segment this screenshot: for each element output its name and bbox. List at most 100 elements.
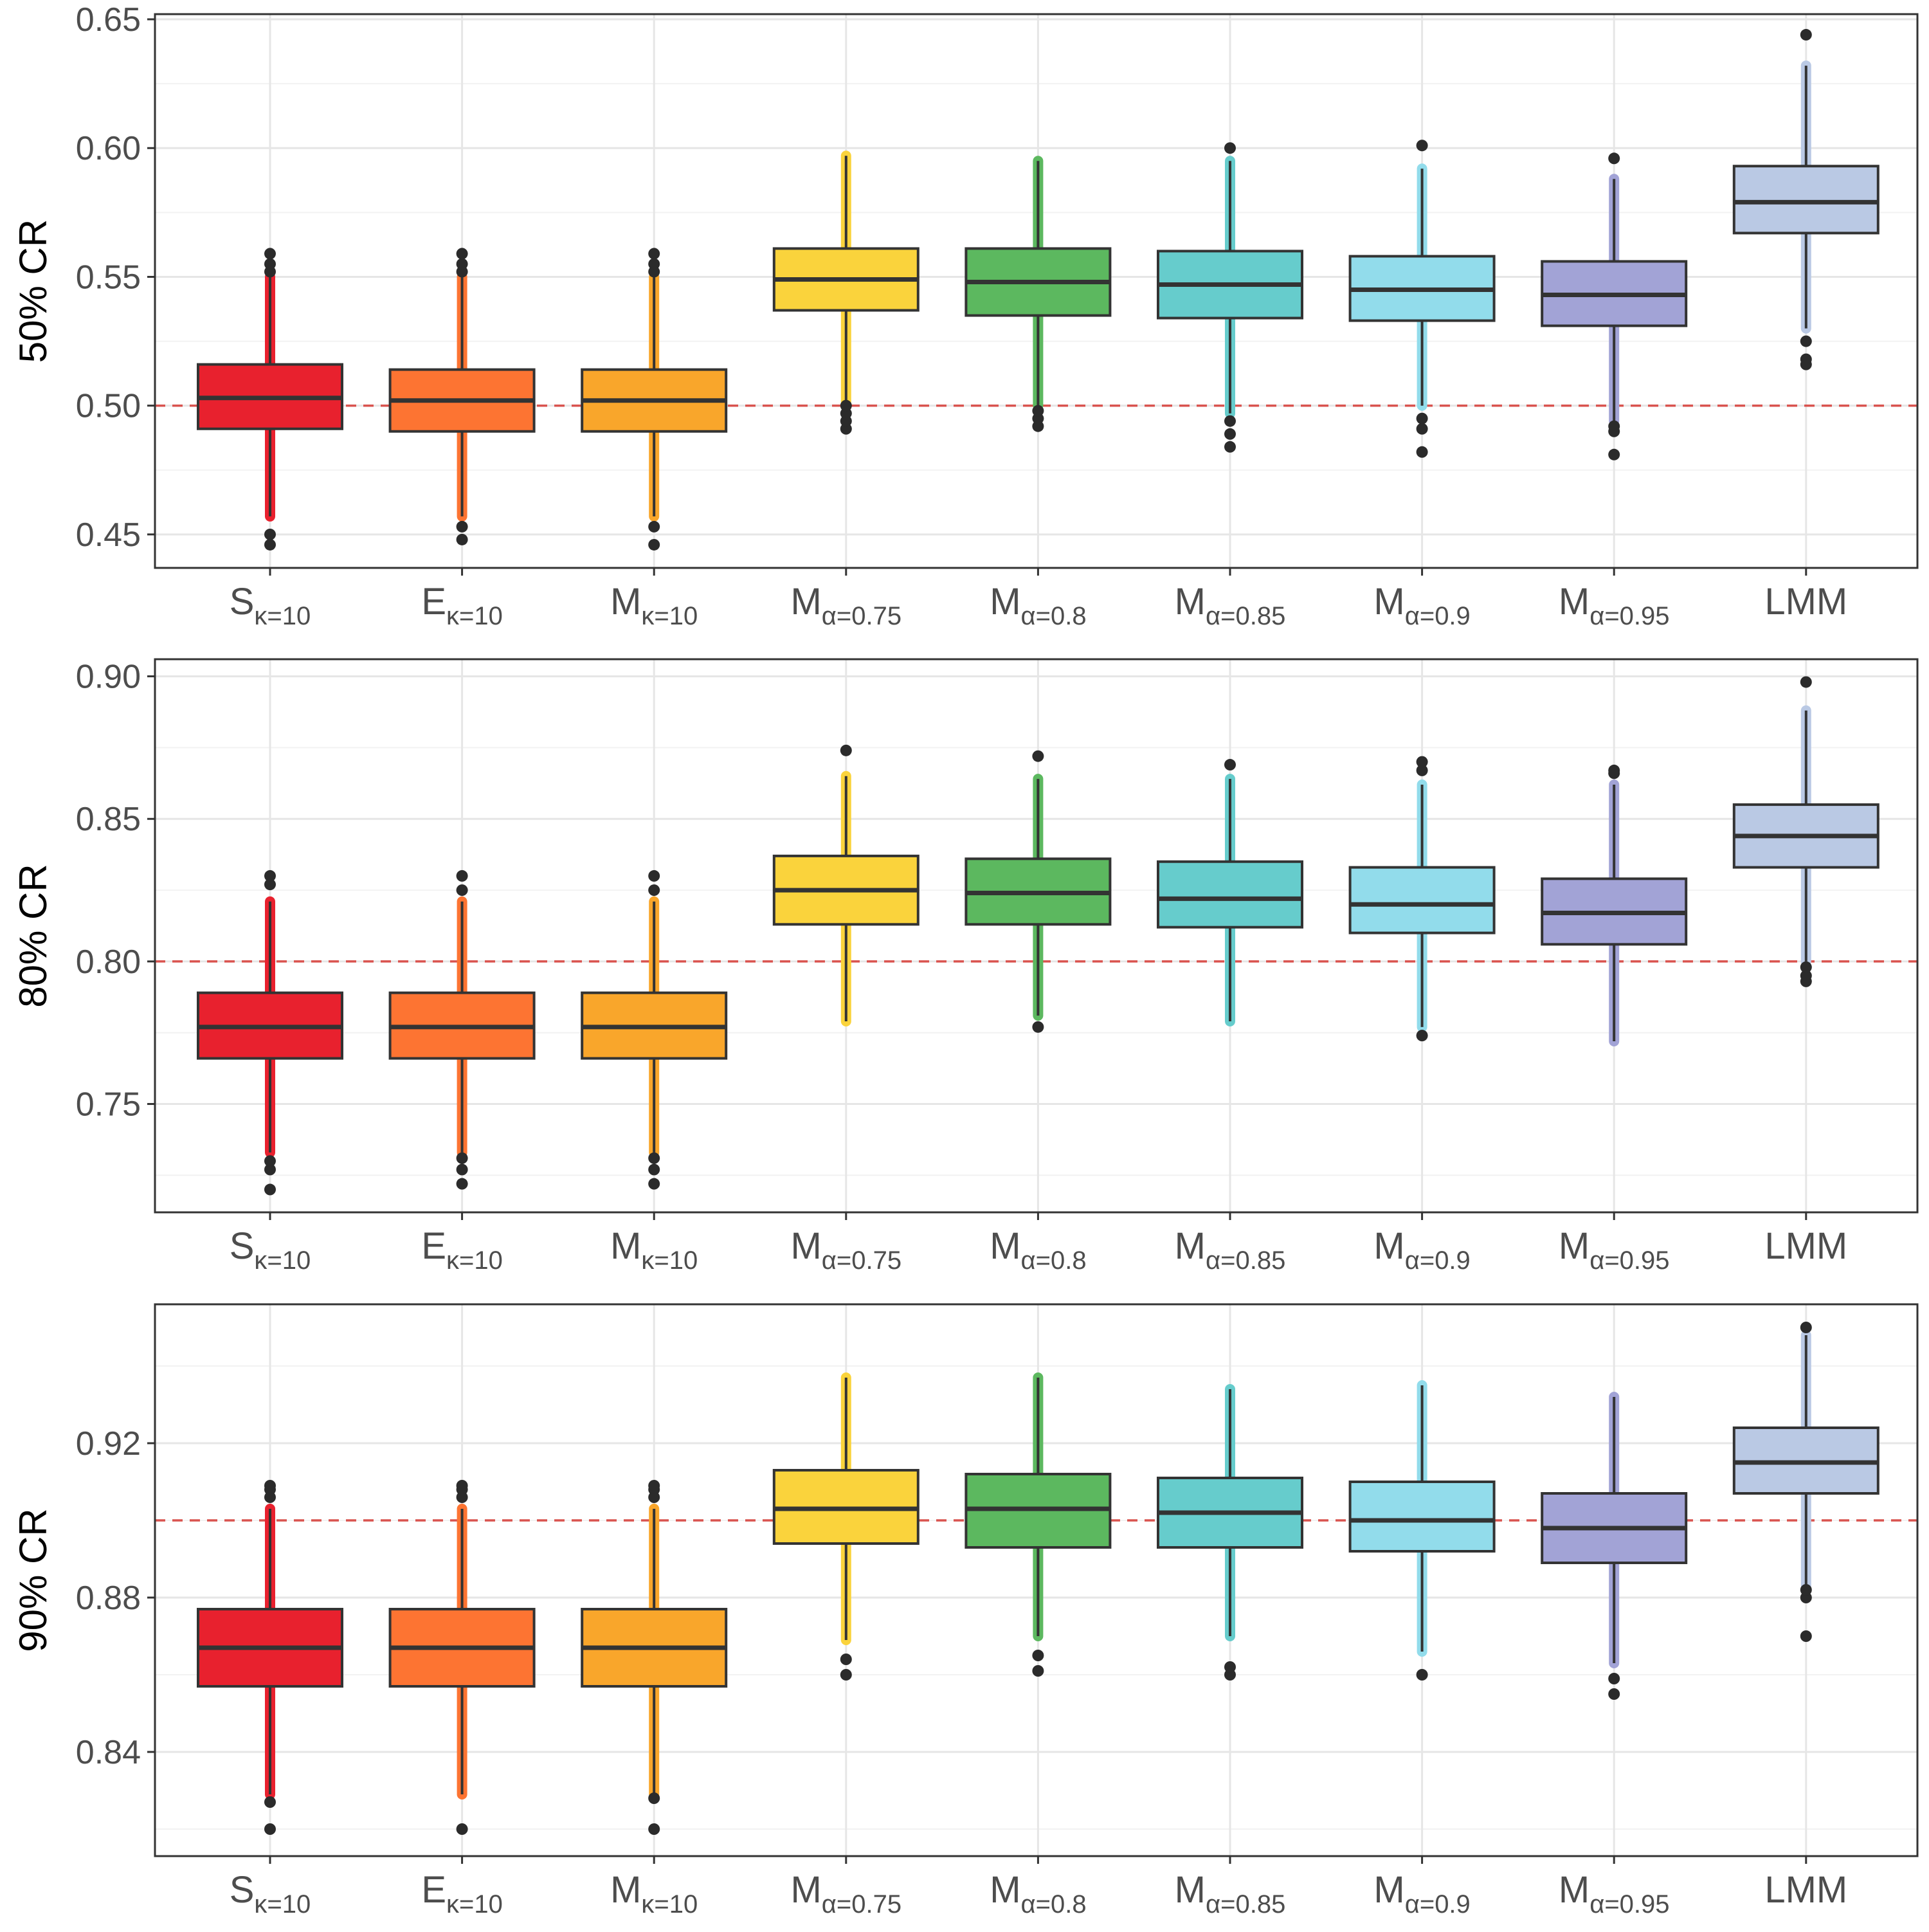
outlier-point bbox=[264, 879, 276, 891]
box-9 bbox=[1732, 29, 1879, 370]
box-4 bbox=[772, 1372, 919, 1681]
outlier-point bbox=[648, 1163, 660, 1176]
outlier-point bbox=[456, 870, 468, 882]
outlier-point bbox=[1416, 423, 1428, 435]
outlier-point bbox=[1800, 335, 1812, 347]
x-tick-label-base: LMM bbox=[1764, 1225, 1847, 1267]
x-tick-label-subscript: α=0.75 bbox=[822, 1890, 901, 1918]
x-tick-label: Mα=0.9 bbox=[1373, 581, 1470, 630]
x-tick-label-subscript: α=0.95 bbox=[1589, 1246, 1669, 1275]
box-6 bbox=[1157, 1384, 1303, 1681]
box-6 bbox=[1157, 759, 1303, 1026]
x-tick-label-base: M bbox=[790, 1225, 821, 1267]
outlier-point bbox=[456, 1152, 468, 1164]
x-tick-label-base: M bbox=[1373, 1225, 1404, 1267]
box-6 bbox=[1157, 142, 1303, 453]
outlier-point bbox=[648, 1152, 660, 1164]
outlier-point bbox=[1224, 428, 1236, 440]
outlier-point bbox=[1800, 970, 1812, 982]
outlier-point bbox=[1032, 405, 1044, 417]
panel-border bbox=[154, 13, 1919, 569]
outlier-point bbox=[264, 538, 276, 551]
x-tick-label: Sκ=10 bbox=[230, 581, 311, 630]
x-tick-label-subscript: α=0.9 bbox=[1405, 1890, 1471, 1918]
y-tick-label: 0.90 bbox=[76, 659, 141, 696]
outlier-point bbox=[1800, 1322, 1812, 1333]
outlier-point bbox=[264, 1823, 276, 1835]
outlier-point bbox=[1032, 750, 1044, 762]
outlier-point bbox=[264, 1183, 276, 1196]
x-tick-label-subscript: α=0.8 bbox=[1021, 602, 1087, 630]
outlier-point bbox=[264, 870, 276, 882]
box-1 bbox=[197, 1480, 343, 1835]
outlier-point bbox=[456, 533, 468, 545]
x-tick-label-base: S bbox=[230, 1869, 255, 1911]
x-tick-label-base: M bbox=[1559, 1869, 1589, 1911]
outlier-point bbox=[1224, 1661, 1236, 1673]
outlier-point bbox=[1608, 420, 1620, 432]
outlier-point bbox=[648, 1178, 660, 1190]
outlier-point bbox=[456, 258, 468, 270]
outlier-point bbox=[648, 1480, 660, 1491]
x-tick-label-base: M bbox=[610, 1869, 641, 1911]
x-tick-label-base: M bbox=[1559, 1225, 1589, 1267]
x-tick-label: Mα=0.85 bbox=[1175, 1869, 1286, 1918]
box-9 bbox=[1732, 676, 1879, 987]
x-tick-label-base: M bbox=[1175, 581, 1206, 623]
x-tick-label-subscript: κ=10 bbox=[641, 602, 698, 630]
outlier-point bbox=[840, 1669, 852, 1681]
outlier-point bbox=[456, 1480, 468, 1491]
x-tick-label: LMM bbox=[1764, 1225, 1847, 1267]
outlier-point bbox=[1608, 1688, 1620, 1700]
outlier-point bbox=[1032, 1650, 1044, 1661]
x-tick-label-base: M bbox=[1175, 1869, 1206, 1911]
outlier-point bbox=[1800, 1584, 1812, 1596]
box-5 bbox=[964, 156, 1112, 432]
x-tick-label: Mα=0.9 bbox=[1373, 1869, 1470, 1918]
outlier-point bbox=[264, 1163, 276, 1176]
iqr-box bbox=[1732, 165, 1879, 235]
x-tick-label-base: M bbox=[610, 1225, 641, 1267]
outlier-point bbox=[840, 1654, 852, 1665]
y-tick-label: 0.45 bbox=[76, 516, 141, 554]
outlier-point bbox=[648, 884, 660, 897]
outlier-point bbox=[1800, 353, 1812, 365]
x-tick-label-subscript: α=0.95 bbox=[1589, 1890, 1669, 1918]
x-tick-label-base: S bbox=[230, 1225, 255, 1267]
outlier-point bbox=[648, 248, 660, 260]
x-tick-label-subscript: α=0.85 bbox=[1206, 1246, 1285, 1275]
x-tick-label-base: S bbox=[230, 581, 255, 623]
x-tick-label-base: M bbox=[1175, 1225, 1206, 1267]
x-tick-label-subscript: κ=10 bbox=[254, 602, 311, 630]
outlier-point bbox=[1800, 676, 1812, 688]
y-tick-label: 0.85 bbox=[76, 801, 141, 838]
outlier-point bbox=[648, 870, 660, 882]
outlier-point bbox=[840, 744, 852, 756]
x-tick-label: Eκ=10 bbox=[421, 1869, 503, 1918]
box-8 bbox=[1541, 764, 1688, 1047]
box-3 bbox=[581, 1480, 728, 1835]
outlier-point bbox=[1032, 1665, 1044, 1677]
outlier-point bbox=[264, 258, 276, 270]
outlier-point bbox=[1800, 961, 1812, 973]
x-tick-label: Eκ=10 bbox=[421, 581, 503, 630]
x-tick-label: Mα=0.8 bbox=[990, 1225, 1086, 1275]
y-tick-label: 0.55 bbox=[76, 259, 141, 296]
x-tick-label: Mα=0.9 bbox=[1373, 1225, 1470, 1275]
x-tick-label-subscript: α=0.9 bbox=[1405, 1246, 1471, 1275]
y-tick-label: 0.75 bbox=[76, 1086, 141, 1124]
x-tick-label: Eκ=10 bbox=[421, 1225, 503, 1275]
outlier-point bbox=[264, 1480, 276, 1491]
x-tick-label-base: M bbox=[1373, 581, 1404, 623]
x-tick-label-subscript: α=0.85 bbox=[1206, 1890, 1285, 1918]
box-2 bbox=[388, 1480, 536, 1835]
box-3 bbox=[581, 248, 728, 551]
x-tick-label-subscript: κ=10 bbox=[254, 1890, 311, 1918]
panel-border bbox=[154, 658, 1919, 1214]
outlier-point bbox=[456, 1178, 468, 1190]
box-1 bbox=[197, 870, 343, 1196]
box-4 bbox=[772, 150, 919, 435]
x-tick-label-base: M bbox=[610, 581, 641, 623]
